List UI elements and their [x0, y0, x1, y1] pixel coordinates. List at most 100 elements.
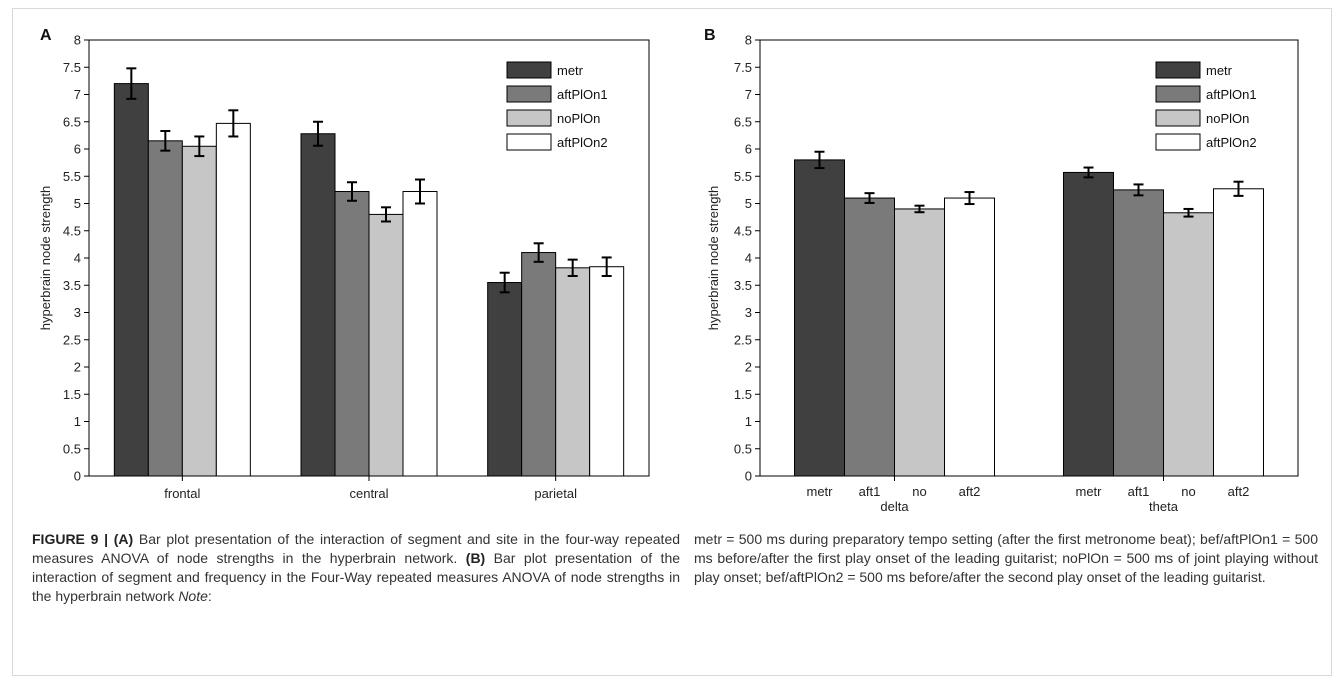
y-axis-label: hyperbrain node strength — [38, 186, 53, 331]
bar-aftplon2-central — [402, 191, 438, 477]
bar-aftplon1-central — [334, 191, 370, 477]
bar-metr-frontal — [113, 83, 149, 477]
figure-frame — [12, 8, 1332, 676]
bar-aftplon1-frontal — [147, 140, 183, 477]
bar-aftplon2-delta — [944, 197, 995, 477]
y-tick-label: 7.5 — [63, 60, 81, 75]
caption-figure-label: FIGURE 9 | — [32, 531, 109, 547]
y-tick-label: 6 — [74, 142, 81, 157]
bar-noplon-delta — [894, 208, 945, 477]
category-label: frontal — [164, 486, 200, 501]
y-tick-label: 6 — [745, 142, 752, 157]
bar-label: aft1 — [1128, 484, 1150, 499]
chart-b: B 0 0.5 1 1.5 2 2.5 3 3.5 4 4.5 5 5.5 6 6.5 7 7.5 8 hyperb… — [704, 27, 1299, 514]
legend-swatch-noplon — [1155, 109, 1201, 127]
y-tick-label: 3 — [74, 305, 81, 320]
bar-label: metr — [1076, 484, 1103, 499]
legend-label-aftplon2: aftPlOn2 — [1206, 135, 1257, 150]
category-label: central — [349, 486, 388, 501]
caption-note-label: Note — [178, 588, 208, 604]
bar-label: no — [1181, 484, 1195, 499]
legend-swatch-aftplon1 — [506, 85, 552, 103]
legend-swatch-aftplon2 — [1155, 133, 1201, 151]
y-tick-label: 5.5 — [63, 169, 81, 184]
y-tick-label: 2 — [74, 360, 81, 375]
caption-b-text: Bar plot presentation of the interaction… — [32, 550, 681, 604]
y-tick-label: 2.5 — [734, 332, 752, 347]
bar-metr-delta — [794, 159, 845, 477]
y-tick-label: 5 — [745, 196, 752, 211]
bar-aftplon2-theta — [1213, 188, 1264, 477]
bar-noplon-theta — [1163, 212, 1214, 477]
caption-a-text: Bar plot presentation of the interaction… — [32, 531, 681, 566]
bar-label: aft2 — [1228, 484, 1250, 499]
bar-label: aft1 — [859, 484, 881, 499]
legend-swatch-aftplon1 — [1155, 85, 1201, 103]
category-label: delta — [880, 499, 909, 514]
y-tick-label: 5 — [74, 196, 81, 211]
legend-label-aftplon1: aftPlOn1 — [1206, 87, 1257, 102]
legend-swatch-aftplon2 — [506, 133, 552, 151]
legend-label-metr: metr — [557, 63, 584, 78]
y-tick-label: 0 — [74, 469, 81, 484]
y-tick-label: 4 — [745, 251, 752, 266]
bar-metr-parietal — [487, 282, 523, 477]
y-tick-label: 8 — [74, 33, 81, 48]
legend-swatch-metr — [1155, 61, 1201, 79]
bar-aftplon1-delta — [844, 197, 895, 477]
legend-label-noplon: noPlOn — [1206, 111, 1249, 126]
panel-label: A — [40, 27, 52, 44]
chart-a: A 0 0.5 1 1.5 2 2.5 3 3.5 4 4.5 5 5.5 6 6.5 7 7.5 8 hyperb… — [38, 27, 650, 501]
y-tick-label: 1 — [745, 414, 752, 429]
bar-noplon-parietal — [555, 267, 591, 477]
legend-label-aftplon2: aftPlOn2 — [557, 135, 608, 150]
caption-right: metr = 500 ms during preparatory tempo s… — [694, 530, 1318, 587]
caption-b-label: (B) — [465, 550, 486, 566]
y-tick-label: 4 — [74, 251, 81, 266]
y-tick-label: 3.5 — [734, 278, 752, 293]
bar-aftplon1-parietal — [521, 252, 557, 477]
y-tick-label: 5.5 — [734, 169, 752, 184]
panel-label: B — [704, 27, 716, 44]
bar-label: metr — [807, 484, 834, 499]
y-tick-label: 6.5 — [734, 114, 752, 129]
y-tick-label: 2 — [745, 360, 752, 375]
bar-aftplon2-frontal — [215, 122, 251, 477]
y-tick-label: 2.5 — [63, 332, 81, 347]
legend-label-aftplon1: aftPlOn1 — [557, 87, 608, 102]
legend-label-metr: metr — [1206, 63, 1233, 78]
y-tick-label: 6.5 — [63, 114, 81, 129]
category-label: parietal — [534, 486, 577, 501]
y-tick-label: 4.5 — [734, 223, 752, 238]
bar-label: aft2 — [959, 484, 981, 499]
legend-label-noplon: noPlOn — [557, 111, 600, 126]
y-tick-label: 3.5 — [63, 278, 81, 293]
y-tick-label: 0 — [745, 469, 752, 484]
bar-metr-central — [300, 133, 336, 477]
y-tick-label: 0.5 — [63, 441, 81, 456]
bar-noplon-central — [368, 213, 404, 477]
y-tick-label: 4.5 — [63, 223, 81, 238]
y-tick-label: 1.5 — [734, 387, 752, 402]
bar-noplon-frontal — [181, 145, 217, 477]
y-tick-label: 1 — [74, 414, 81, 429]
y-axis-label: hyperbrain node strength — [706, 186, 721, 331]
y-tick-label: 7 — [745, 87, 752, 102]
bar-metr-theta — [1063, 171, 1114, 477]
caption-left: FIGURE 9 | (A) Bar plot presentation of … — [32, 531, 681, 604]
y-tick-label: 3 — [745, 305, 752, 320]
y-tick-label: 0.5 — [734, 441, 752, 456]
caption-note-text: metr = 500 ms during preparatory tempo s… — [694, 531, 1318, 585]
y-tick-label: 7 — [74, 87, 81, 102]
y-tick-label: 8 — [745, 33, 752, 48]
bar-label: no — [912, 484, 926, 499]
y-tick-label: 7.5 — [734, 60, 752, 75]
y-tick-label: 1.5 — [63, 387, 81, 402]
caption-a-label: (A) — [113, 531, 134, 547]
bar-aftplon2-parietal — [589, 266, 625, 477]
legend-swatch-metr — [506, 61, 552, 79]
legend-swatch-noplon — [506, 109, 552, 127]
bar-aftplon1-theta — [1113, 189, 1164, 477]
category-label: theta — [1149, 499, 1179, 514]
